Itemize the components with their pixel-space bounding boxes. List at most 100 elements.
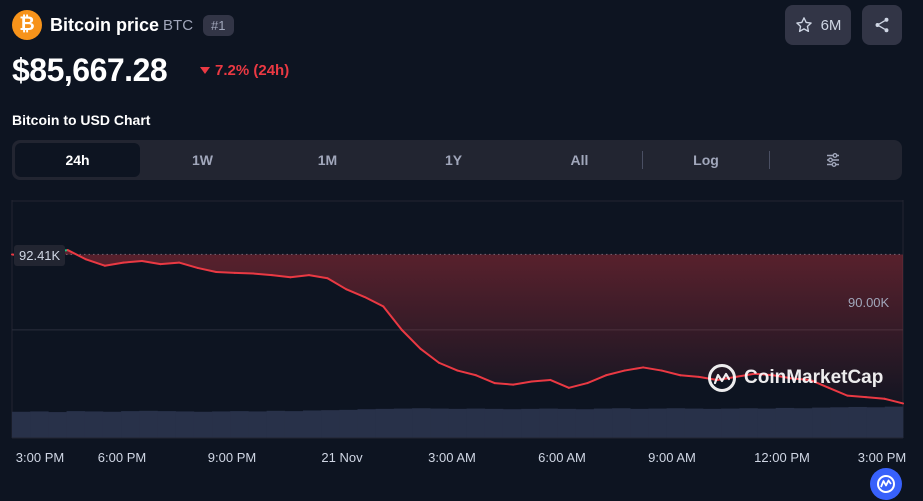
- coinmarketcap-icon: [877, 475, 895, 493]
- volume-bar: [502, 409, 522, 438]
- open-price-label: 92.41K: [14, 245, 66, 266]
- current-price: $85,667.28: [12, 52, 168, 88]
- coinmarketcap-floating-button[interactable]: [870, 468, 902, 500]
- volume-bar: [412, 408, 431, 438]
- x-tick-label: 3:00 AM: [428, 450, 476, 465]
- price-area-fill: [12, 250, 903, 404]
- volume-bar: [175, 411, 195, 438]
- volume-bar: [793, 408, 813, 438]
- price-line-segment: [252, 272, 273, 277]
- volume-bar: [702, 408, 722, 438]
- watchlist-button[interactable]: 6M: [785, 5, 851, 45]
- volume-bar: [612, 408, 631, 438]
- price-line-segment: [363, 296, 385, 308]
- price-change-value: 7.2% (24h): [215, 62, 290, 79]
- x-tick-label: 9:00 PM: [207, 450, 257, 465]
- volume-bar: [266, 410, 286, 438]
- sliders-icon: [827, 153, 839, 167]
- price-line-segment: [419, 347, 440, 364]
- share-button[interactable]: [862, 5, 902, 45]
- volume-bar: [375, 408, 395, 438]
- volume-bar: [30, 411, 49, 438]
- price-chart[interactable]: [0, 200, 923, 501]
- x-axis: 3:00 PM 6:00 PM 9:00 PM 21 Nov 3:00 AM 6…: [0, 450, 923, 468]
- price-line-segment: [883, 397, 904, 405]
- volume-bar: [866, 407, 886, 438]
- price-line-segment: [140, 260, 162, 266]
- tab-24h[interactable]: 24h: [15, 143, 140, 177]
- volume-bar: [12, 411, 31, 438]
- chart-settings-button[interactable]: [770, 143, 896, 177]
- volume-bar: [812, 407, 831, 438]
- coin-header: ₿ Bitcoin price BTC #1: [12, 10, 234, 40]
- tab-1m[interactable]: 1M: [317, 152, 338, 168]
- volume-bar: [357, 409, 376, 438]
- volume-bar: [430, 408, 449, 438]
- volume-bar: [830, 407, 849, 438]
- x-tick-label: 3:00 PM: [15, 450, 65, 465]
- price-change: 7.2% (24h): [200, 62, 289, 79]
- price-line-segment: [122, 260, 143, 264]
- volume-bar: [539, 408, 558, 438]
- x-tick-label: 6:00 AM: [538, 450, 586, 465]
- volume-bar: [848, 406, 867, 438]
- price-line-segment: [85, 258, 106, 267]
- price-line-segment: [549, 378, 570, 389]
- volume-bar: [84, 411, 104, 438]
- price-line-segment: [382, 305, 403, 331]
- tab-all[interactable]: All: [570, 152, 589, 168]
- price-line-segment: [308, 274, 329, 280]
- volume-bar: [102, 411, 122, 438]
- x-tick-label: 21 Nov: [321, 450, 363, 465]
- price-line-segment: [493, 382, 515, 386]
- volume-bar: [284, 411, 304, 438]
- price-line-segment: [196, 266, 218, 273]
- tab-1w[interactable]: 1W: [192, 152, 213, 168]
- price-line-segment: [66, 249, 88, 261]
- volume-bar: [739, 408, 758, 438]
- volume-bar: [593, 408, 613, 438]
- x-tick-label: 3:00 PM: [857, 450, 907, 465]
- price-line-segment: [345, 288, 366, 299]
- price-line-segment: [270, 274, 292, 279]
- volume-bar: [321, 410, 340, 438]
- volume-bar: [139, 410, 158, 438]
- volume-bar: [684, 408, 704, 438]
- coinmarketcap-watermark: CoinMarketCap: [708, 364, 883, 392]
- volume-bar: [448, 408, 467, 438]
- x-tick-label: 12:00 PM: [754, 450, 810, 465]
- x-tick-label: 9:00 AM: [648, 450, 696, 465]
- price-line-segment: [233, 271, 255, 275]
- price-line-segment: [103, 261, 125, 267]
- price-line-segment: [790, 377, 812, 381]
- volume-bar: [302, 410, 322, 438]
- gridline-price-label: 90.00K: [848, 295, 890, 310]
- volume-bar: [557, 408, 576, 438]
- timeframe-tabs: 24h 1W 1M 1Y All Log: [12, 140, 902, 180]
- caret-down-icon: [200, 67, 210, 74]
- volume-bar: [66, 411, 86, 438]
- tab-log[interactable]: Log: [693, 152, 719, 168]
- tab-1y[interactable]: 1Y: [444, 152, 463, 168]
- price-line-segment: [864, 396, 886, 400]
- volume-bar: [393, 408, 413, 438]
- price-line-segment: [159, 261, 181, 266]
- tab-divider: [642, 151, 643, 169]
- price-line-segment: [178, 261, 199, 269]
- volume-bar: [193, 411, 213, 438]
- price-line-segment: [586, 374, 607, 385]
- coin-symbol: BTC: [163, 16, 194, 34]
- star-icon: [795, 17, 812, 33]
- volume-bar: [212, 411, 231, 438]
- price-line-segment: [605, 369, 626, 377]
- price-line-segment: [679, 374, 700, 378]
- volume-bar: [339, 409, 358, 438]
- volume-bar: [521, 408, 540, 438]
- price-chart-svg[interactable]: [0, 200, 923, 445]
- price-line-segment: [772, 374, 793, 380]
- volume-bar: [775, 407, 795, 438]
- price-line-segment: [215, 270, 236, 274]
- coinmarketcap-logo-icon: [708, 364, 736, 392]
- price-line-segment: [734, 372, 756, 378]
- x-tick-label: 6:00 PM: [97, 450, 147, 465]
